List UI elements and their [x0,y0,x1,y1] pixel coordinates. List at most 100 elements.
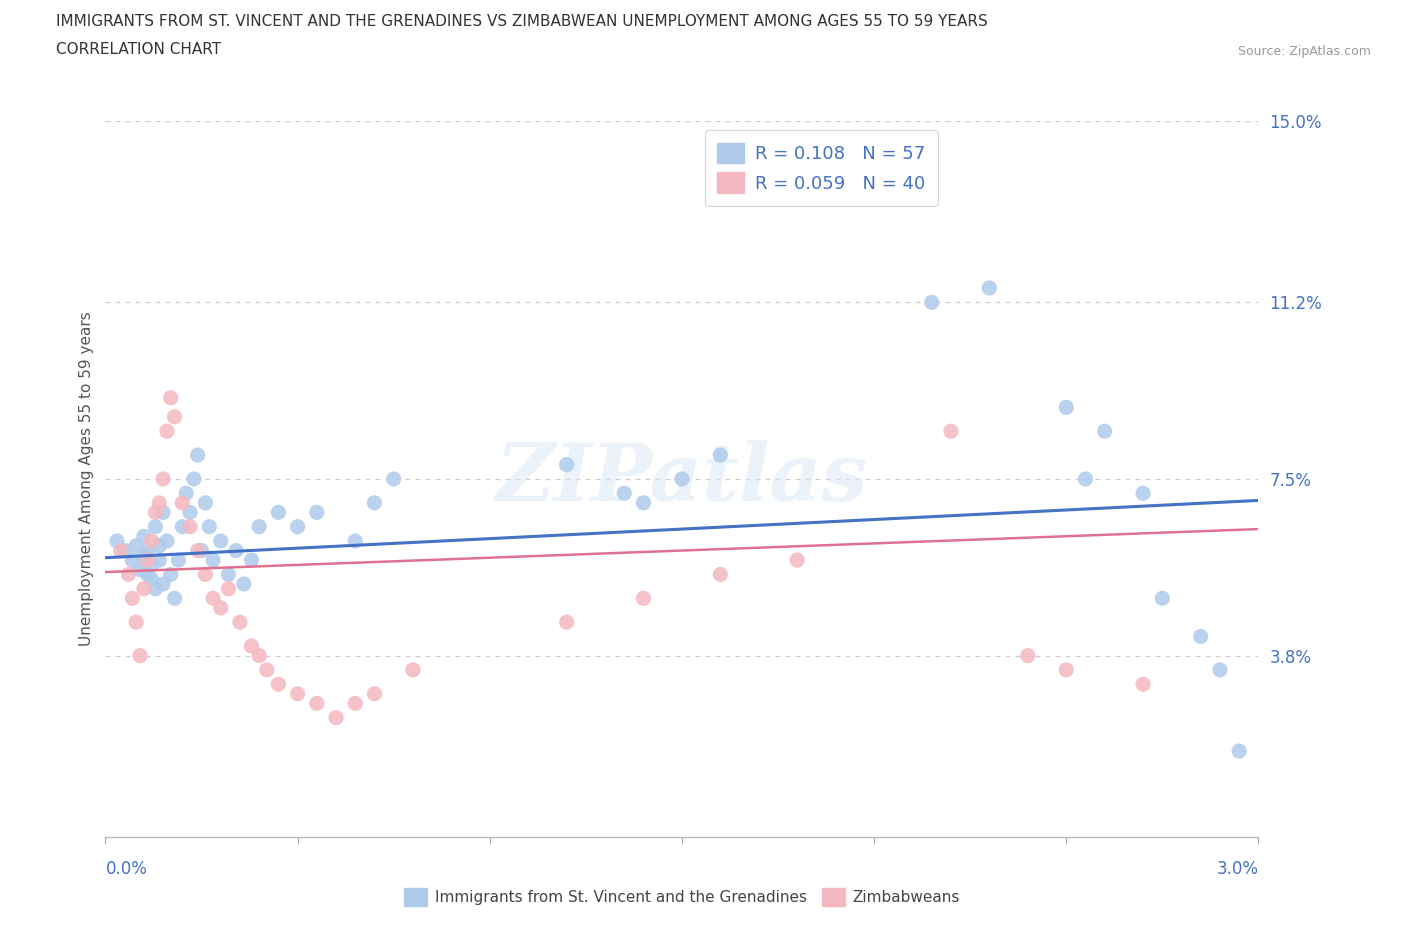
Point [121,552,143,567]
Point [121,591,143,605]
Point [129,648,152,663]
Text: 0.0%: 0.0% [105,860,148,878]
Point [344,696,367,711]
Point [344,534,367,549]
Point [232,577,254,591]
Point [633,496,655,511]
Text: CORRELATION CHART: CORRELATION CHART [56,42,221,57]
Point [145,519,167,534]
Point [287,519,309,534]
Point [247,648,270,663]
Point [141,534,163,549]
Point [105,534,128,549]
Point [202,552,225,567]
Point [1054,400,1077,415]
Point [709,567,731,582]
Point [145,581,167,596]
Point [240,552,263,567]
Point [1189,629,1212,644]
Point [709,447,731,462]
Point [190,543,212,558]
Point [198,519,221,534]
Point [174,485,197,500]
Point [148,552,170,567]
Point [217,567,239,582]
Point [194,496,217,511]
Point [633,591,655,605]
Point [1094,424,1116,439]
Point [305,505,328,520]
Point [229,615,252,630]
Point [247,519,270,534]
Point [194,567,217,582]
Point [402,662,425,677]
Legend: Immigrants from St. Vincent and the Grenadines, Zimbabweans: Immigrants from St. Vincent and the Gren… [398,882,966,911]
Point [148,538,170,553]
Point [132,529,155,544]
Point [179,505,201,520]
Point [1074,472,1097,486]
Point [141,557,163,572]
Point [613,485,636,500]
Point [325,711,347,725]
Point [179,519,201,534]
Point [152,472,174,486]
Point [1152,591,1174,605]
Point [187,447,209,462]
Point [939,424,962,439]
Point [167,552,190,567]
Point [110,543,132,558]
Point [287,686,309,701]
Point [1132,485,1154,500]
Point [136,543,159,558]
Point [148,496,170,511]
Y-axis label: Unemployment Among Ages 55 to 59 years: Unemployment Among Ages 55 to 59 years [79,312,94,646]
Point [152,577,174,591]
Point [921,295,943,310]
Point [363,686,385,701]
Point [267,505,290,520]
Point [240,639,263,654]
Point [786,552,808,567]
Point [202,591,225,605]
Point [125,615,148,630]
Point [117,567,139,582]
Point [979,281,1001,296]
Point [172,496,194,511]
Point [125,538,148,553]
Point [382,472,405,486]
Point [363,496,385,511]
Point [136,552,159,567]
Point [555,458,578,472]
Point [256,662,278,677]
Point [671,472,693,486]
Point [555,615,578,630]
Point [1017,648,1039,663]
Point [209,534,232,549]
Point [209,601,232,616]
Point [305,696,328,711]
Text: 3.0%: 3.0% [1216,860,1258,878]
Point [1227,744,1250,759]
Point [145,505,167,520]
Point [267,677,290,692]
Point [1209,662,1232,677]
Point [1132,677,1154,692]
Point [163,409,186,424]
Point [163,591,186,605]
Point [152,505,174,520]
Point [183,472,205,486]
Point [132,548,155,563]
Point [225,543,247,558]
Point [159,391,181,405]
Text: ZIPatlas: ZIPatlas [496,440,868,518]
Point [114,543,136,558]
Point [159,567,181,582]
Point [187,543,209,558]
Point [172,519,194,534]
Point [141,572,163,587]
Text: IMMIGRANTS FROM ST. VINCENT AND THE GRENADINES VS ZIMBABWEAN UNEMPLOYMENT AMONG : IMMIGRANTS FROM ST. VINCENT AND THE GREN… [56,14,988,29]
Point [156,424,179,439]
Point [217,581,239,596]
Text: Source: ZipAtlas.com: Source: ZipAtlas.com [1237,45,1371,58]
